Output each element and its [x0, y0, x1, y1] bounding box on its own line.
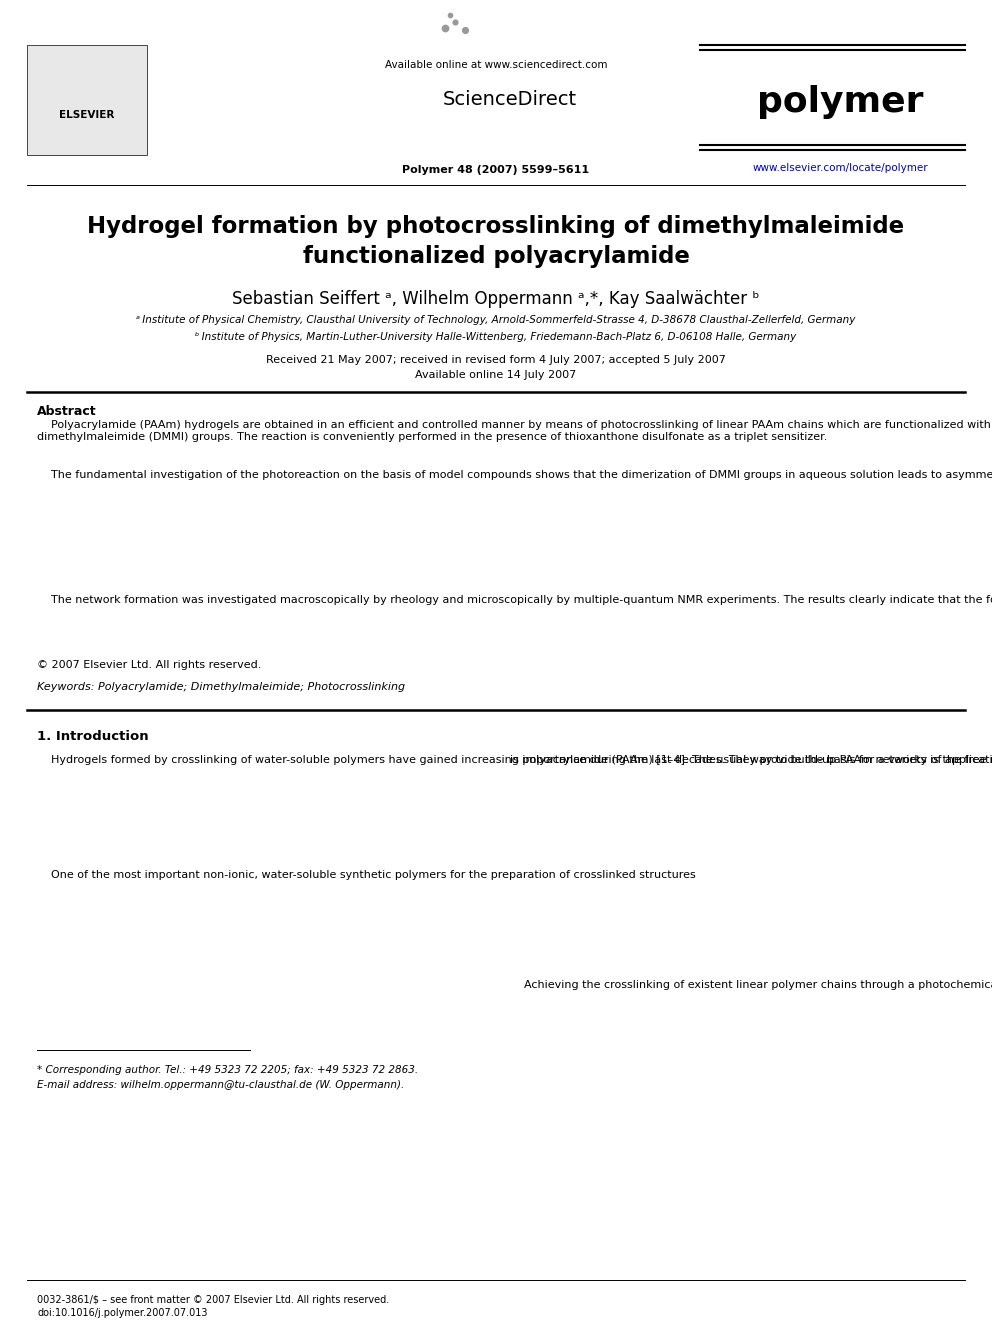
Text: 0032-3861/$ – see front matter © 2007 Elsevier Ltd. All rights reserved.: 0032-3861/$ – see front matter © 2007 El… [37, 1295, 389, 1304]
Text: Available online at www.sciencedirect.com: Available online at www.sciencedirect.co… [385, 60, 607, 70]
Text: The fundamental investigation of the photoreaction on the basis of model compoun: The fundamental investigation of the pho… [37, 470, 992, 480]
Text: is polyacrylamide (PAAm) [1–4]. The usual way to build-up PAAm networks is the f: is polyacrylamide (PAAm) [1–4]. The usua… [510, 755, 992, 765]
Text: doi:10.1016/j.polymer.2007.07.013: doi:10.1016/j.polymer.2007.07.013 [37, 1308, 207, 1318]
Text: ELSEVIER: ELSEVIER [60, 110, 115, 120]
Text: polymer: polymer [757, 85, 924, 119]
Text: Hydrogels formed by crosslinking of water-soluble polymers have gained increasin: Hydrogels formed by crosslinking of wate… [37, 755, 992, 765]
Text: Achieving the crosslinking of existent linear polymer chains through a photochem: Achieving the crosslinking of existent l… [510, 980, 992, 990]
Text: ᵇ Institute of Physics, Martin-Luther-University Halle-Wittenberg, Friedemann-Ba: ᵇ Institute of Physics, Martin-Luther-Un… [195, 332, 797, 343]
Text: Polymer 48 (2007) 5599–5611: Polymer 48 (2007) 5599–5611 [403, 165, 589, 175]
Text: Abstract: Abstract [37, 405, 96, 418]
Text: The network formation was investigated macroscopically by rheology and microscop: The network formation was investigated m… [37, 595, 992, 605]
Text: 1. Introduction: 1. Introduction [37, 730, 149, 744]
Bar [27, 45, 147, 155]
Text: One of the most important non-ionic, water-soluble synthetic polymers for the pr: One of the most important non-ionic, wat… [37, 871, 695, 880]
Text: ᵃ Institute of Physical Chemistry, Clausthal University of Technology, Arnold-So: ᵃ Institute of Physical Chemistry, Claus… [136, 315, 856, 325]
Text: © 2007 Elsevier Ltd. All rights reserved.: © 2007 Elsevier Ltd. All rights reserved… [37, 660, 261, 669]
Text: Received 21 May 2007; received in revised form 4 July 2007; accepted 5 July 2007: Received 21 May 2007; received in revise… [266, 355, 726, 365]
Text: Available online 14 July 2007: Available online 14 July 2007 [416, 370, 576, 380]
Text: Polyacrylamide (PAAm) hydrogels are obtained in an efficient and controlled mann: Polyacrylamide (PAAm) hydrogels are obta… [37, 419, 991, 442]
Text: * Corresponding author. Tel.: +49 5323 72 2205; fax: +49 5323 72 2863.: * Corresponding author. Tel.: +49 5323 7… [37, 1065, 418, 1076]
Text: Hydrogel formation by photocrosslinking of dimethylmaleimide
functionalized poly: Hydrogel formation by photocrosslinking … [87, 216, 905, 269]
Text: ScienceDirect: ScienceDirect [443, 90, 577, 108]
Text: Keywords: Polyacrylamide; Dimethylmaleimide; Photocrosslinking: Keywords: Polyacrylamide; Dimethylmaleim… [37, 681, 405, 692]
Text: www.elsevier.com/locate/polymer: www.elsevier.com/locate/polymer [752, 163, 928, 173]
Text: E-mail address: wilhelm.oppermann@tu-clausthal.de (W. Oppermann).: E-mail address: wilhelm.oppermann@tu-cla… [37, 1080, 405, 1090]
Text: Sebastian Seiffert ᵃ, Wilhelm Oppermann ᵃ,*, Kay Saalwächter ᵇ: Sebastian Seiffert ᵃ, Wilhelm Oppermann … [232, 290, 760, 308]
